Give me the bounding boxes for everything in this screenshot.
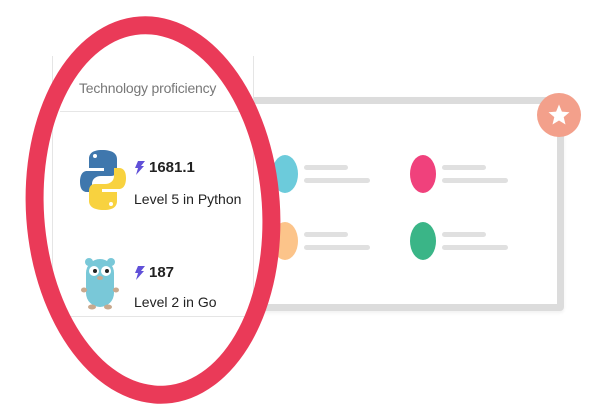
python-logo-icon (80, 150, 126, 210)
lightning-bolt-icon (135, 265, 145, 280)
contact-placeholder-lines (442, 232, 508, 250)
panel-title: Technology proficiency (60, 66, 246, 112)
contact-item (272, 155, 370, 193)
lightning-bolt-icon (135, 160, 145, 175)
skill-score: 1681.1 (134, 159, 195, 176)
contact-item (410, 155, 508, 193)
skill-level: Level 2 in Go (134, 294, 217, 310)
contact-item (272, 222, 370, 260)
contact-placeholder-lines (304, 232, 370, 250)
contact-avatar (272, 155, 298, 193)
contact-placeholder-lines (442, 165, 508, 183)
background-card (196, 97, 564, 311)
go-gopher-icon (81, 258, 119, 310)
skill-level: Level 5 in Python (134, 191, 242, 207)
contact-placeholder-lines (304, 165, 370, 183)
star-badge (537, 93, 581, 137)
contact-avatar (410, 222, 436, 260)
contact-item (410, 222, 508, 260)
proficiency-panel (52, 56, 254, 317)
contact-avatar (410, 155, 436, 193)
contact-avatar (272, 222, 298, 260)
star-icon (548, 104, 570, 125)
skill-score: 187 (134, 264, 174, 281)
